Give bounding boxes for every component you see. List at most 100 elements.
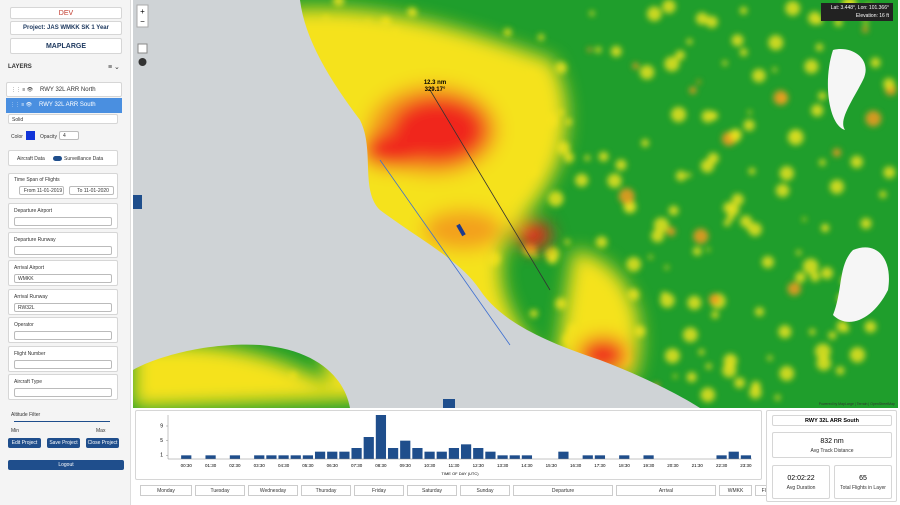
heat-spot xyxy=(870,57,881,68)
layer-row[interactable]: ⋮⋮ ≡ 👁 RWY 32L ARR South xyxy=(6,98,122,113)
opacity-input[interactable]: 4 xyxy=(59,131,79,140)
layer-button[interactable] xyxy=(137,43,148,54)
bar xyxy=(716,455,727,459)
heat-spot xyxy=(722,60,728,66)
bar xyxy=(229,455,241,459)
color-swatch[interactable] xyxy=(26,131,35,140)
bar xyxy=(254,455,265,459)
bar xyxy=(558,451,569,459)
filter-button[interactable]: Thursday xyxy=(301,485,351,496)
heat-spot xyxy=(748,222,762,237)
attribution: Powered by MapLarge | Terrain | OpenStre… xyxy=(819,402,895,406)
filter-select[interactable] xyxy=(14,359,112,369)
heat-spot xyxy=(675,50,686,61)
filter-value: RW32L xyxy=(18,304,35,311)
filter-select[interactable]: WMKK xyxy=(14,274,112,283)
heat-spot xyxy=(818,91,827,101)
layers-menu[interactable]: ≡ ⌄ xyxy=(108,64,120,71)
style: Solid xyxy=(12,117,24,123)
heat-spot xyxy=(832,148,842,157)
heat-spot xyxy=(693,228,709,244)
filter-button[interactable]: Wednesday xyxy=(248,485,298,496)
heat-spot xyxy=(761,256,774,269)
runway xyxy=(456,223,466,237)
expand-button[interactable] xyxy=(443,399,455,408)
heat-spot xyxy=(686,172,692,178)
filter-button[interactable]: Sunday xyxy=(460,485,510,496)
heat-spot xyxy=(610,45,622,57)
filter-label: Arrival Airport xyxy=(14,265,45,271)
filter-button[interactable]: Arrival xyxy=(616,485,716,496)
color-label: Color xyxy=(11,134,23,140)
to-date[interactable]: To 11-01-2020 xyxy=(69,186,114,195)
altitude-min: Min xyxy=(11,428,20,434)
x-tick-label: 23:30 xyxy=(740,463,752,468)
heat-spot xyxy=(711,311,719,319)
bar xyxy=(485,451,496,459)
x-tick-label: 07:30 xyxy=(351,463,363,468)
data-toggle: Aircraft Data Surveillance Data xyxy=(8,150,118,166)
filter-select[interactable] xyxy=(14,245,112,255)
bar xyxy=(619,455,630,459)
heat-spot xyxy=(773,90,789,106)
filter-select[interactable]: RW32L xyxy=(14,302,112,312)
heat-spot xyxy=(707,152,719,164)
heat-spot xyxy=(589,10,595,17)
style-select[interactable]: Solid xyxy=(8,114,118,124)
filter-button[interactable]: Departure xyxy=(513,485,613,496)
close-project[interactable]: Close Project xyxy=(86,438,119,448)
heat-spot xyxy=(811,104,824,117)
logout[interactable]: Logout xyxy=(8,460,124,470)
filter-box: Departure Airport xyxy=(8,203,118,229)
measure-bearing: 329.17° xyxy=(425,87,446,93)
heat-spot xyxy=(752,68,766,83)
heat-spot xyxy=(778,325,792,339)
collapse-button[interactable] xyxy=(133,195,142,209)
globe-button[interactable] xyxy=(138,58,147,66)
stat-label: Avg Track Distance xyxy=(810,448,854,454)
heat-spot xyxy=(862,26,869,33)
toggle[interactable] xyxy=(53,156,62,161)
save-project[interactable]: Save Project xyxy=(47,438,80,448)
bar xyxy=(436,451,447,459)
heat-spot xyxy=(722,363,737,378)
stats-panel: RWY 32L ARR South 832 nm Avg Track Distan… xyxy=(766,410,897,502)
heat-spot xyxy=(785,0,801,16)
altitude-max: Max xyxy=(96,428,106,434)
layer-name: RWY 32L ARR South xyxy=(39,102,96,108)
bar xyxy=(728,451,739,459)
filter-select[interactable] xyxy=(14,388,112,397)
altitude-slider[interactable] xyxy=(14,421,110,422)
filter-button[interactable]: Friday xyxy=(354,485,404,496)
filter-select[interactable] xyxy=(14,331,112,340)
time-span: Time Span of Flights From 11-01-2019 To … xyxy=(8,173,118,199)
heat-spot xyxy=(734,377,746,389)
edit-project[interactable]: Edit Project xyxy=(8,438,41,448)
bar xyxy=(400,440,411,459)
zoom-controls[interactable]: +− xyxy=(136,4,149,28)
filter-label: Arrival Runway xyxy=(14,293,48,300)
sea xyxy=(133,0,700,408)
filter-button[interactable]: Monday xyxy=(140,485,192,496)
filter-button[interactable]: Saturday xyxy=(407,485,457,496)
stats-title: RWY 32L ARR South xyxy=(772,415,892,426)
filter-button[interactable]: WMKK xyxy=(719,485,752,496)
heat-spot xyxy=(775,183,790,198)
y-tick-label: 9 xyxy=(160,423,163,429)
filter-button[interactable]: Tuesday xyxy=(195,485,245,496)
from-date[interactable]: From 11-01-2019 xyxy=(19,186,64,195)
layer-row[interactable]: ⋮⋮ ≡ 👁 RWY 32L ARR North xyxy=(6,82,122,97)
filter-select[interactable] xyxy=(14,217,112,226)
heat-spot xyxy=(555,61,567,74)
heat-spot xyxy=(607,173,622,188)
bar xyxy=(290,455,301,459)
filter-box: Operator xyxy=(8,317,118,343)
map[interactable]: 12.3 nm 329.17° Lat: 3.448°, Lon: 101.36… xyxy=(133,0,898,408)
bar xyxy=(327,451,338,459)
x-tick-label: 11:30 xyxy=(448,463,459,468)
bar xyxy=(473,448,484,459)
bar xyxy=(302,455,314,459)
heat-spot xyxy=(544,246,560,262)
heat-spot xyxy=(748,167,756,175)
